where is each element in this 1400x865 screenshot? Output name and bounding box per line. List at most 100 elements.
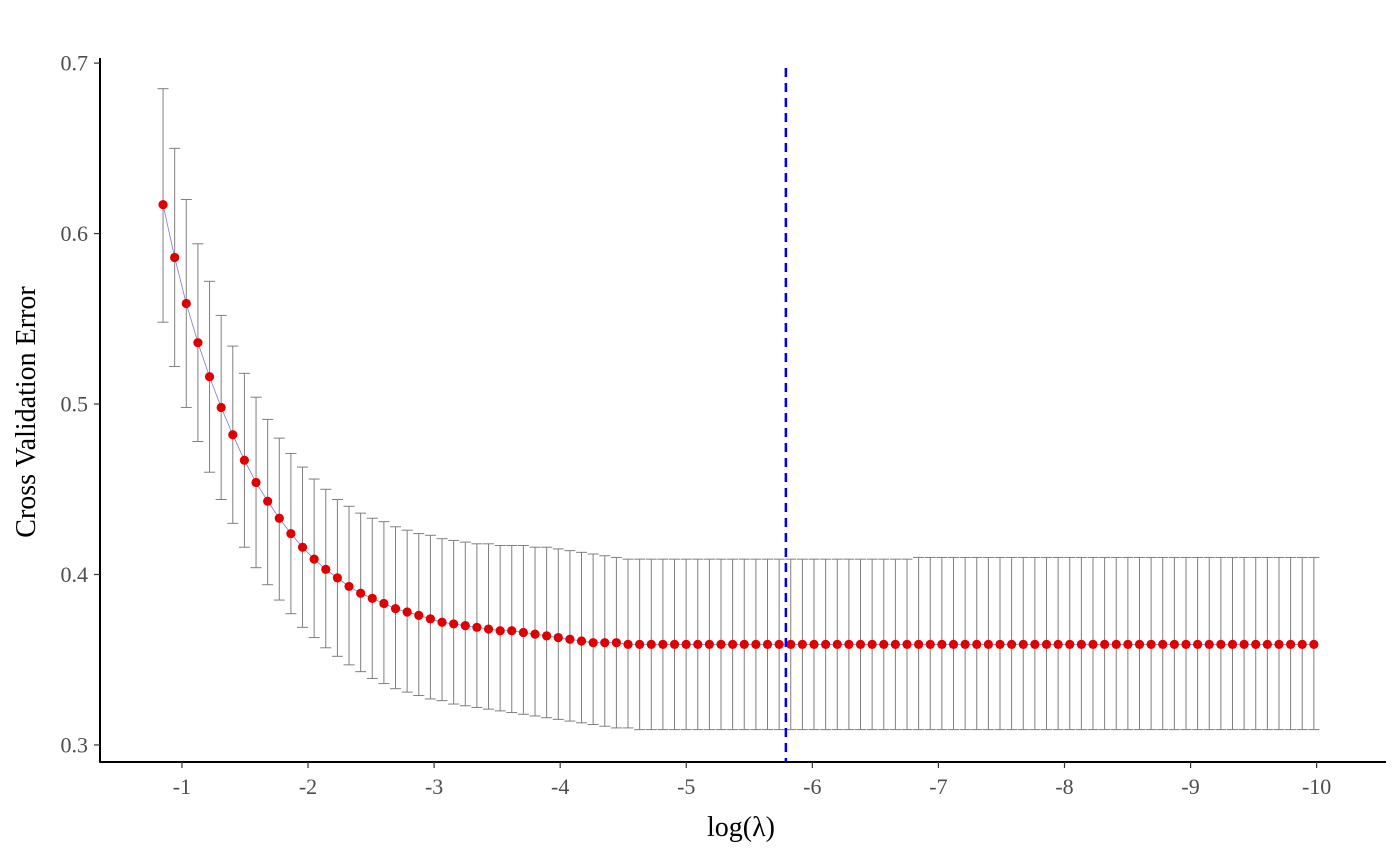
data-point bbox=[925, 639, 935, 649]
data-point bbox=[669, 639, 680, 649]
data-point bbox=[914, 639, 924, 649]
data-point bbox=[228, 430, 238, 440]
x-tick-label: -6 bbox=[803, 774, 821, 799]
data-point bbox=[786, 639, 796, 649]
data-point bbox=[948, 639, 959, 649]
data-point bbox=[646, 639, 656, 649]
data-point bbox=[739, 639, 749, 649]
data-point bbox=[297, 542, 308, 552]
data-point bbox=[658, 639, 668, 649]
data-point bbox=[983, 639, 993, 649]
data-point bbox=[402, 607, 412, 617]
data-point bbox=[216, 402, 226, 413]
error-bars bbox=[157, 88, 1320, 731]
x-tick-label: -3 bbox=[425, 774, 443, 799]
data-point bbox=[867, 639, 877, 649]
data-point bbox=[716, 639, 726, 649]
data-point bbox=[332, 573, 343, 583]
data-point bbox=[762, 639, 773, 649]
data-point bbox=[507, 626, 517, 636]
data-point bbox=[1262, 639, 1272, 649]
data-point bbox=[832, 639, 842, 649]
data-point bbox=[995, 639, 1005, 649]
y-axis-title: Cross Validation Error bbox=[11, 286, 42, 538]
data-point bbox=[681, 639, 691, 649]
data-point bbox=[1181, 639, 1191, 649]
data-point bbox=[1041, 639, 1052, 649]
data-point bbox=[472, 622, 482, 632]
data-point bbox=[751, 639, 761, 649]
y-tick-label: 0.5 bbox=[61, 392, 89, 417]
y-tick-label: 0.4 bbox=[61, 562, 89, 587]
data-point bbox=[821, 639, 831, 649]
y-tick-label: 0.3 bbox=[61, 732, 89, 757]
data-point bbox=[635, 639, 645, 649]
x-tick-label: -1 bbox=[173, 774, 191, 799]
data-point bbox=[518, 627, 528, 638]
data-point bbox=[855, 639, 866, 649]
data-point bbox=[960, 639, 970, 649]
data-point bbox=[972, 639, 982, 649]
x-tick-label: -10 bbox=[1302, 774, 1331, 799]
axes bbox=[94, 58, 1386, 768]
data-point bbox=[274, 513, 284, 523]
data-point bbox=[414, 610, 424, 621]
data-point bbox=[1227, 639, 1238, 649]
data-point bbox=[356, 588, 366, 598]
x-tick-label: -2 bbox=[299, 774, 317, 799]
data-point bbox=[1309, 639, 1319, 649]
data-point bbox=[1297, 639, 1307, 649]
data-point bbox=[704, 639, 714, 649]
data-point bbox=[809, 639, 819, 649]
data-point bbox=[1100, 639, 1110, 649]
data-point bbox=[1018, 639, 1028, 649]
data-point bbox=[693, 639, 703, 649]
data-point bbox=[553, 632, 563, 643]
data-point bbox=[1076, 639, 1086, 649]
data-point bbox=[728, 639, 738, 649]
data-point bbox=[530, 629, 540, 639]
y-tick-label: 0.7 bbox=[61, 51, 89, 76]
data-point bbox=[170, 252, 180, 263]
data-point bbox=[565, 634, 575, 644]
data-point bbox=[600, 638, 610, 648]
data-point bbox=[1204, 639, 1214, 649]
data-point bbox=[1053, 639, 1063, 649]
data-points bbox=[158, 199, 1319, 649]
data-point bbox=[937, 639, 947, 649]
data-point bbox=[1065, 639, 1075, 649]
data-point bbox=[239, 455, 250, 465]
data-point bbox=[1134, 639, 1145, 649]
data-point bbox=[483, 624, 494, 634]
data-point bbox=[390, 603, 401, 614]
data-point bbox=[1007, 639, 1017, 649]
data-point bbox=[344, 581, 354, 592]
data-point bbox=[1193, 639, 1203, 649]
data-point bbox=[204, 372, 215, 382]
data-point bbox=[623, 639, 633, 649]
data-point bbox=[1274, 639, 1284, 649]
data-point bbox=[158, 199, 168, 210]
data-point bbox=[1239, 639, 1249, 649]
data-point bbox=[1169, 639, 1179, 649]
data-point bbox=[460, 621, 470, 631]
data-point bbox=[797, 639, 807, 649]
y-tick-label: 0.6 bbox=[61, 221, 89, 246]
data-point bbox=[1158, 639, 1168, 649]
data-point bbox=[576, 636, 587, 646]
x-tick-label: -9 bbox=[1181, 774, 1199, 799]
data-point bbox=[902, 639, 912, 649]
data-point bbox=[425, 614, 436, 624]
data-point bbox=[774, 639, 784, 649]
data-point bbox=[379, 598, 389, 609]
x-tick-label: -5 bbox=[677, 774, 695, 799]
data-point bbox=[1286, 639, 1296, 649]
data-point bbox=[309, 554, 319, 564]
data-point bbox=[1111, 639, 1121, 649]
data-point bbox=[181, 298, 191, 309]
data-point bbox=[1146, 639, 1156, 649]
data-point bbox=[495, 626, 505, 636]
tick-labels: 0.3 0.4 0.5 0.6 0.7 -1 -2 -3 -4 -5 -6 -7 -8 -9 -10 bbox=[61, 51, 1332, 799]
data-point bbox=[367, 593, 377, 603]
